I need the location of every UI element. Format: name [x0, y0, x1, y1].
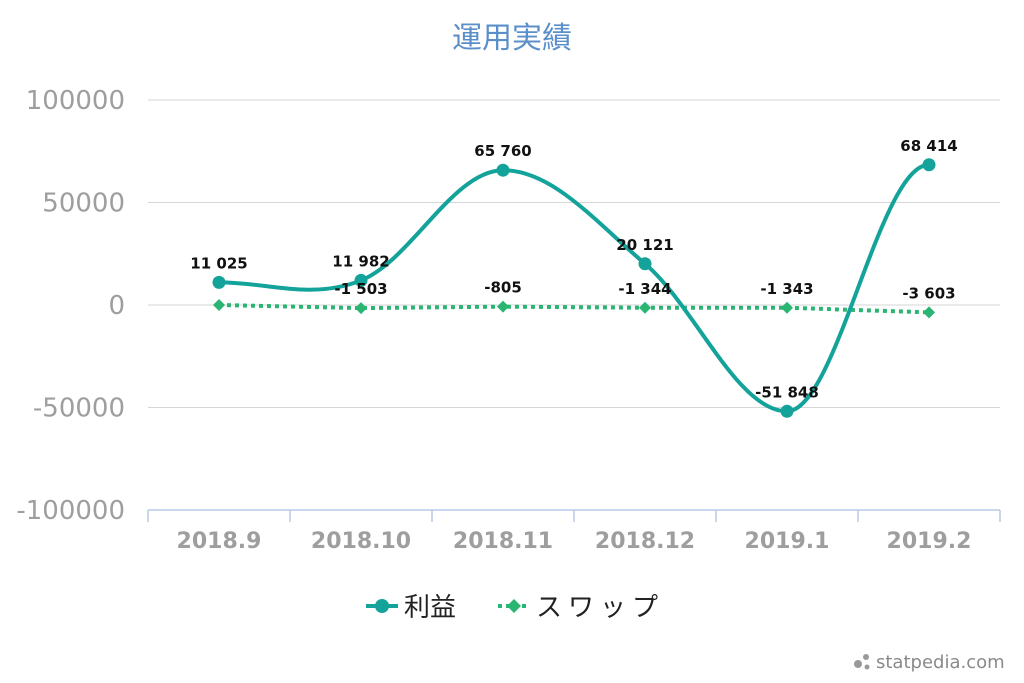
- x-tick-label: 2018.10: [311, 529, 411, 554]
- profit-point: [922, 158, 936, 172]
- profit-data-label: 11 025: [190, 254, 247, 272]
- profit-point: [212, 275, 226, 289]
- profit-data-label: 68 414: [900, 137, 957, 155]
- series-line-profit: [218, 162, 930, 414]
- legend-swap-label: スワップ: [536, 593, 664, 623]
- legend-profit-label: 利益: [404, 593, 456, 623]
- swap-point: [355, 302, 367, 315]
- y-tick-label: 50000: [42, 189, 125, 219]
- swap-data-label: -1 344: [618, 280, 671, 298]
- y-tick-label: 100000: [26, 86, 125, 116]
- profit-data-label: 20 121: [616, 236, 673, 254]
- swap-point: [213, 299, 225, 311]
- chart-title: 運用実績: [452, 21, 572, 56]
- watermark-text: statpedia.com: [876, 652, 1005, 673]
- y-tick-label: -100000: [16, 496, 125, 526]
- legend[interactable]: 利益 スワップ: [366, 593, 664, 623]
- x-tick-label: 2018.11: [453, 529, 553, 554]
- watermark-logo-dot: [864, 664, 870, 670]
- swap-point: [639, 301, 651, 314]
- x-tick-label: 2018.9: [177, 529, 262, 554]
- watermark-logo-dot: [863, 654, 869, 660]
- watermark: statpedia.com: [854, 652, 1005, 673]
- swap-data-label: -1 503: [334, 280, 387, 298]
- y-axis: 100000 50000 0 -50000 -100000: [16, 86, 125, 526]
- profit-data-label: 65 760: [474, 142, 531, 160]
- swap-point: [781, 301, 793, 314]
- grid: [148, 99, 1000, 408]
- x-tick-label: 2019.1: [745, 529, 830, 554]
- x-tick-label: 2018.12: [595, 529, 695, 554]
- profit-data-label: 11 982: [332, 252, 389, 270]
- swap-point: [923, 306, 935, 319]
- x-tick-label: 2019.2: [887, 529, 972, 554]
- profit-point: [780, 404, 794, 418]
- x-axis: 2018.9 2018.10 2018.11 2018.12 2019.1 2019.2: [147, 509, 1001, 554]
- legend-item-swap[interactable]: スワップ: [498, 593, 664, 623]
- swap-data-label: -3 603: [902, 284, 955, 302]
- y-tick-label: -50000: [33, 394, 125, 424]
- swap-point: [497, 300, 509, 313]
- watermark-logo-dot: [854, 660, 862, 668]
- series-line-swap: [218, 303, 930, 315]
- profit-point: [638, 257, 652, 271]
- data-labels: 11 025 11 982 65 760 20 121 -51 848 68 414 -1 …: [190, 137, 957, 402]
- legend-profit-marker: [375, 599, 389, 613]
- series-layer: [212, 158, 936, 418]
- profit-point: [496, 163, 510, 177]
- legend-item-profit[interactable]: 利益: [366, 593, 456, 623]
- y-tick-label: 0: [108, 291, 125, 321]
- swap-data-label: -805: [484, 279, 522, 297]
- profit-data-label: -51 848: [755, 383, 819, 401]
- swap-data-label: -1 343: [760, 280, 813, 298]
- profit-point: [354, 273, 368, 287]
- legend-swap-marker: [507, 599, 521, 613]
